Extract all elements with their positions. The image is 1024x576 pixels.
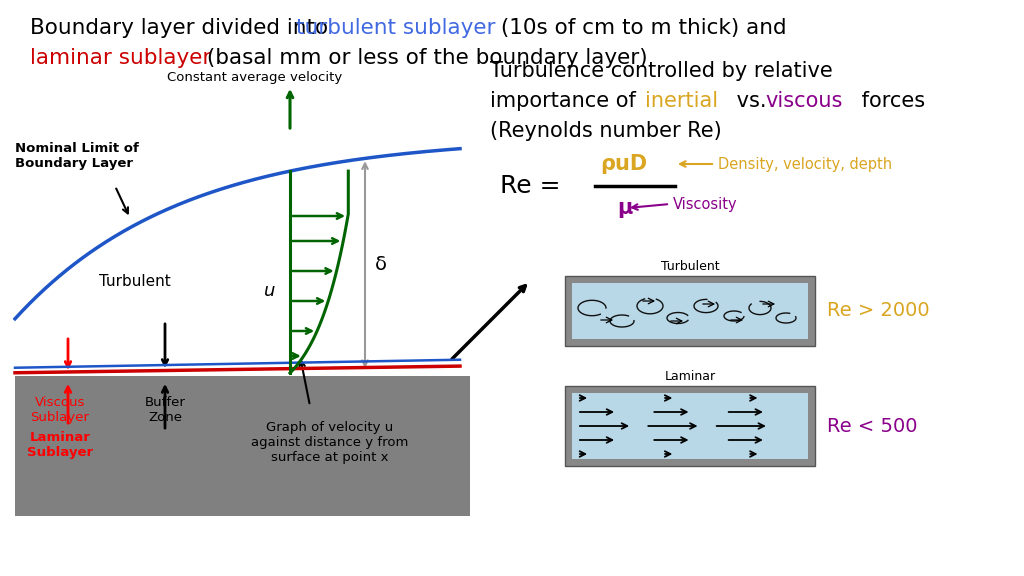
Bar [572, 283, 808, 339]
Text: Boundary layer divided into: Boundary layer divided into [30, 18, 335, 38]
Bar [565, 276, 815, 346]
Text: Laminar: Laminar [665, 369, 716, 382]
Text: Buffer
Zone: Buffer Zone [144, 396, 185, 424]
Text: importance of: importance of [490, 91, 642, 111]
Text: vs.: vs. [730, 91, 773, 111]
Text: turbulent sublayer: turbulent sublayer [296, 18, 496, 38]
Text: μ: μ [617, 198, 633, 218]
Text: Viscous
Sublayer: Viscous Sublayer [31, 396, 89, 424]
Text: forces: forces [855, 91, 925, 111]
Text: Viscosity: Viscosity [673, 196, 737, 211]
Bar [565, 386, 815, 466]
Text: Re > 2000: Re > 2000 [827, 301, 930, 320]
Text: Turbulence controlled by relative: Turbulence controlled by relative [490, 61, 833, 81]
Text: Re =: Re = [500, 174, 568, 198]
Text: (10s of cm to m thick) and: (10s of cm to m thick) and [494, 18, 786, 38]
Text: Re < 500: Re < 500 [827, 416, 918, 435]
Text: viscous: viscous [765, 91, 843, 111]
Bar [15, 376, 470, 516]
Text: laminar sublayer: laminar sublayer [30, 48, 211, 68]
Text: u: u [264, 282, 275, 300]
Text: Graph of velocity u
against distance y from
surface at point x: Graph of velocity u against distance y f… [251, 421, 409, 464]
Text: Constant average velocity: Constant average velocity [167, 71, 343, 85]
Text: Turbulent: Turbulent [660, 260, 719, 272]
Bar [572, 393, 808, 459]
Text: inertial: inertial [645, 91, 718, 111]
Text: ρuD: ρuD [600, 154, 647, 174]
Text: Nominal Limit of
Boundary Layer: Nominal Limit of Boundary Layer [15, 142, 139, 170]
Text: Turbulent: Turbulent [99, 274, 171, 289]
Text: Density, velocity, depth: Density, velocity, depth [718, 157, 892, 172]
Text: (basal mm or less of the boundary layer): (basal mm or less of the boundary layer) [200, 48, 647, 68]
Text: Laminar
Sublayer: Laminar Sublayer [27, 431, 93, 459]
Text: δ: δ [375, 255, 387, 274]
Text: (Reynolds number Re): (Reynolds number Re) [490, 121, 722, 141]
